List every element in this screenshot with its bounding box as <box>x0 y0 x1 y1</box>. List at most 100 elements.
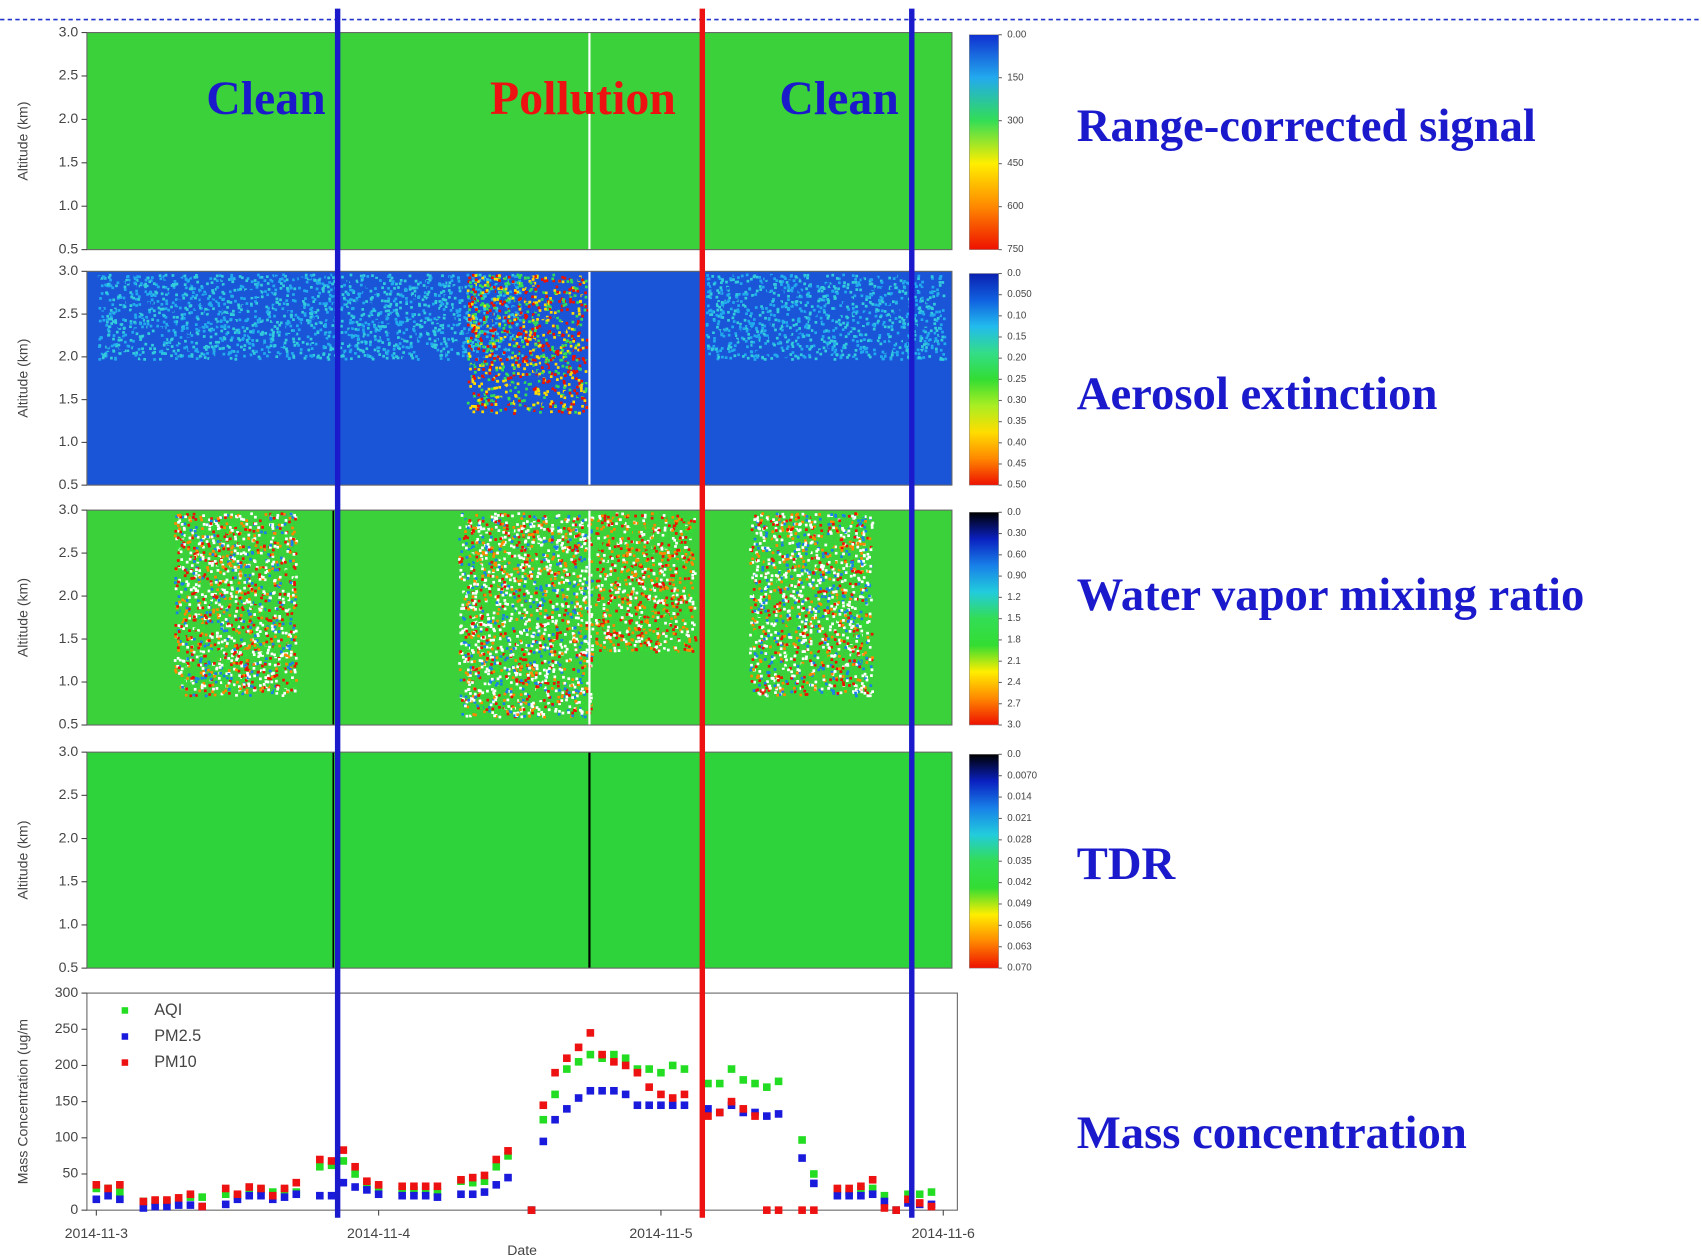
heatmap-speckle <box>280 328 283 331</box>
heatmap-speckle <box>134 314 137 317</box>
heatmap-speckle <box>521 285 524 288</box>
heatmap-speckle <box>272 319 275 322</box>
heatmap-speckle <box>468 352 471 355</box>
heatmap-speckle <box>354 325 357 328</box>
heatmap-speckle <box>567 280 570 283</box>
heatmap-speckle <box>498 274 501 277</box>
heatmap-speckle <box>838 281 841 284</box>
heatmap-speckle <box>397 336 400 339</box>
heatmap-speckle <box>515 295 518 298</box>
heatmap-speckle <box>759 350 762 353</box>
heatmap-speckle <box>419 326 422 329</box>
heatmap-speckle <box>311 347 314 350</box>
heatmap-speckle <box>750 278 753 281</box>
heatmap-speckle <box>174 304 177 307</box>
heatmap-speckle <box>307 349 310 352</box>
heatmap-speckle <box>495 369 498 372</box>
heatmap-speckle <box>200 357 203 360</box>
heatmap-speckle <box>509 296 512 299</box>
heatmap-speckle <box>744 305 747 308</box>
heatmap-speckle <box>440 357 443 360</box>
heatmap-speckle <box>729 314 732 317</box>
heatmap-speckle <box>498 323 501 326</box>
heatmap-speckle <box>418 317 421 320</box>
heatmap-speckle <box>787 289 790 292</box>
heatmap-speckle <box>474 338 477 341</box>
heatmap-speckle <box>148 311 151 314</box>
heatmap-speckle <box>504 316 507 319</box>
heatmap-speckle <box>758 336 761 339</box>
heatmap-speckle <box>536 322 539 325</box>
heatmap-speckle <box>354 334 357 337</box>
heatmap-speckle <box>352 307 355 310</box>
heatmap-speckle <box>133 321 136 324</box>
heatmap-speckle <box>582 347 585 350</box>
heatmap-speckle <box>458 280 461 283</box>
heatmap-speckle <box>943 302 946 305</box>
heatmap-speckle <box>478 310 481 313</box>
heatmap-speckle <box>328 281 331 284</box>
heatmap-speckle <box>454 297 457 300</box>
heatmap-speckle <box>310 324 313 327</box>
heatmap-speckle <box>469 385 472 388</box>
heatmap-speckle <box>823 309 826 312</box>
heatmap-speckle <box>212 313 215 316</box>
heatmap-speckle <box>499 397 502 400</box>
heatmap-speckle <box>763 280 766 283</box>
heatmap-speckle <box>785 302 788 305</box>
heatmap-speckle <box>474 274 477 277</box>
heatmap-speckle <box>307 351 310 354</box>
heatmap-speckle <box>487 394 490 397</box>
heatmap-speckle <box>918 315 921 318</box>
heatmap-speckle <box>318 337 321 340</box>
heatmap-speckle <box>265 303 268 306</box>
heatmap-speckle <box>122 355 125 358</box>
heatmap-speckle <box>400 293 403 296</box>
heatmap-speckle <box>537 340 540 343</box>
heatmap-speckle <box>147 303 150 306</box>
heatmap-speckle <box>234 300 237 303</box>
heatmap-speckle <box>109 312 112 315</box>
heatmap-speckle <box>773 354 776 357</box>
heatmap-speckle <box>856 340 859 343</box>
heatmap-speckle <box>490 394 493 397</box>
heatmap-speckle <box>371 274 374 277</box>
heatmap-speckle <box>332 276 335 279</box>
heatmap-speckle <box>472 333 475 336</box>
heatmap-speckle <box>459 290 462 293</box>
heatmap-speckle <box>462 342 465 345</box>
heatmap-speckle <box>130 358 133 361</box>
heatmap-speckle <box>720 281 723 284</box>
heatmap-speckle <box>227 301 230 304</box>
heatmap-speckle <box>491 353 494 356</box>
heatmap-speckle <box>229 283 232 286</box>
heatmap-speckle <box>190 288 193 291</box>
heatmap-speckle <box>232 277 235 280</box>
heatmap-speckle <box>429 313 432 316</box>
heatmap-speckle <box>374 338 377 341</box>
heatmap-speckle <box>556 291 559 294</box>
heatmap-speckle <box>383 291 386 294</box>
heatmap-speckle <box>865 333 868 336</box>
heatmap-speckle <box>381 341 384 344</box>
heatmap-speckle <box>483 318 486 321</box>
heatmap-speckle <box>478 375 481 378</box>
heatmap-speckle <box>122 331 125 334</box>
heatmap-speckle <box>440 291 443 294</box>
heatmap-speckle <box>315 322 318 325</box>
heatmap-speckle <box>575 337 578 340</box>
heatmap-speckle <box>203 291 206 294</box>
heatmap-speckle <box>580 389 583 392</box>
heatmap-speckle <box>508 315 511 318</box>
heatmap-speckle <box>495 339 498 342</box>
heatmap-speckle <box>504 324 507 327</box>
heatmap-speckle <box>778 352 781 355</box>
heatmap-speckle <box>512 372 515 375</box>
heatmap-speckle <box>98 345 101 348</box>
heatmap-speckle <box>445 354 448 357</box>
heatmap-speckle <box>296 305 299 308</box>
heatmap-speckle <box>936 329 939 332</box>
heatmap-speckle <box>118 344 121 347</box>
heatmap-speckle <box>406 319 409 322</box>
heatmap-speckle <box>418 295 421 298</box>
